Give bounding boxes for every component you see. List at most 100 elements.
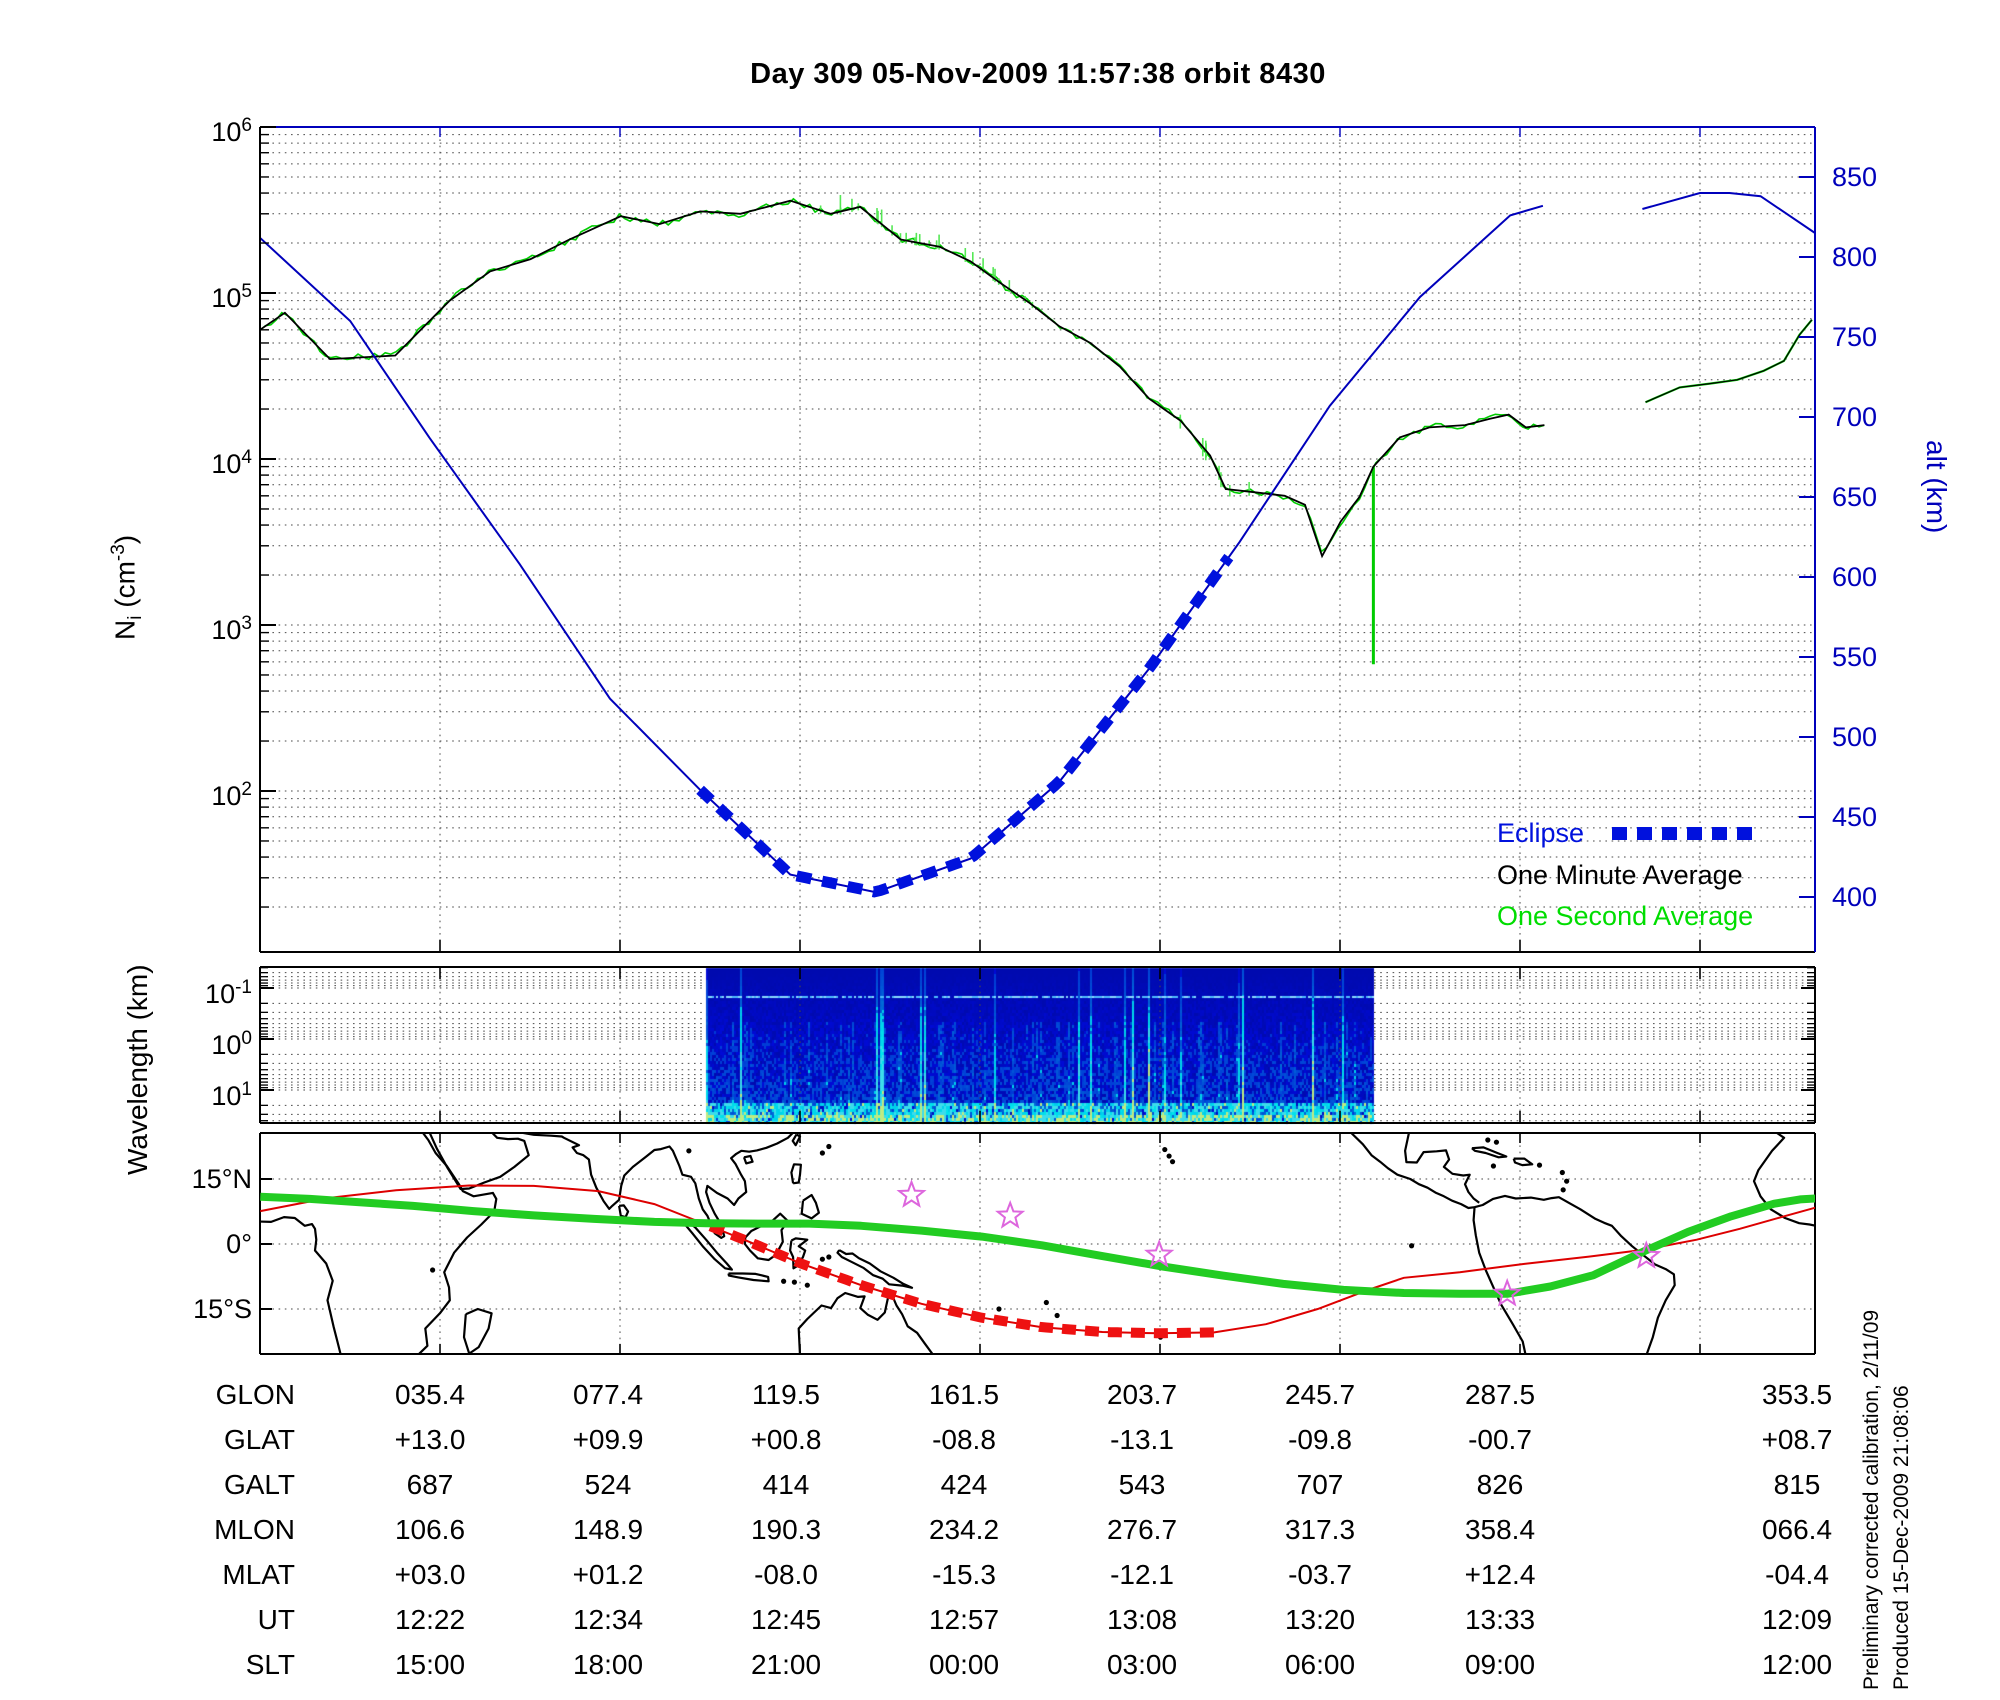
map-latitude-label: 0°	[226, 1229, 252, 1259]
panel-axes	[259, 126, 1816, 1355]
coastline	[1472, 1207, 1527, 1354]
table-cell: 066.4	[1761, 1514, 1833, 1545]
table-cell: 203.7	[1106, 1379, 1178, 1410]
table-cell: 245.7	[1284, 1379, 1356, 1410]
island-dot	[1162, 1146, 1168, 1153]
table-cell: 287.5	[1464, 1379, 1536, 1410]
table-cell: 035.4	[394, 1379, 466, 1410]
table-cell: 161.5	[928, 1379, 1000, 1410]
table-cell: 09:00	[1464, 1649, 1536, 1680]
table-cell: 543	[1118, 1469, 1166, 1500]
coastline	[520, 1133, 794, 1240]
island-dot	[1485, 1137, 1491, 1143]
coastline	[788, 1237, 809, 1270]
island-dot	[791, 1279, 797, 1285]
event-star-marker	[1631, 1240, 1662, 1269]
table-cell: 119.5	[752, 1379, 820, 1410]
legend-one-minute-label: One Minute Average	[1497, 860, 1743, 890]
eclipse-ground-track-dashed	[708, 1221, 1222, 1339]
island-dot	[1043, 1299, 1049, 1306]
table-cell: +00.8	[750, 1424, 822, 1455]
density-tick-label: 105	[211, 281, 252, 313]
coastline	[462, 1307, 493, 1354]
legend-one-second-label: One Second Average	[1497, 901, 1754, 931]
island-dot	[1166, 1153, 1172, 1159]
one-minute-average-curve	[260, 199, 1545, 559]
table-row-label-galt: GALT	[223, 1469, 295, 1500]
table-row-label-slt: SLT	[245, 1649, 295, 1680]
island-dot	[1054, 1312, 1060, 1319]
produced-note: Produced 15-Dec-2009 21:08:06	[1890, 1385, 1913, 1690]
coastline	[260, 1215, 342, 1354]
spacecraft-ground-track	[260, 1192, 1815, 1298]
altitude-tick-label: 650	[1832, 482, 1878, 512]
table-cell: +09.9	[572, 1424, 644, 1455]
table-cell: -08.8	[932, 1424, 996, 1455]
table-cell: -15.3	[932, 1559, 996, 1590]
one-second-average-next-orbit	[1645, 319, 1813, 404]
coastline	[684, 1218, 734, 1271]
table-cell: 12:00	[1761, 1649, 1833, 1680]
island-dot	[819, 1256, 825, 1262]
table-row-label-ut: UT	[257, 1604, 295, 1635]
table-cell: 353.5	[1761, 1379, 1833, 1410]
table-row-label-mlon: MLON	[214, 1514, 295, 1545]
one-second-noise-spikes	[819, 195, 1250, 497]
coastline	[1512, 1157, 1534, 1167]
island-dot	[781, 1278, 787, 1284]
altitude-tick-label: 700	[1832, 402, 1878, 432]
density-tick-label: 104	[211, 447, 252, 479]
table-cell: 106.6	[394, 1514, 466, 1545]
island-dot	[1560, 1187, 1566, 1193]
island-dot	[1536, 1162, 1543, 1168]
island-dot	[826, 1254, 832, 1260]
world-map	[260, 1133, 1815, 1354]
island-dot	[996, 1306, 1002, 1312]
table-cell: -12.1	[1110, 1559, 1174, 1590]
island-dot	[1559, 1169, 1565, 1176]
island-dot	[1564, 1178, 1570, 1184]
coastline	[428, 1133, 530, 1191]
coastline	[1350, 1133, 1676, 1354]
coastline	[727, 1272, 770, 1283]
table-cell: -13.1	[1110, 1424, 1174, 1455]
legend-eclipse-dash-sample	[1612, 827, 1762, 840]
one-minute-average-next-orbit	[1645, 319, 1813, 403]
map-latitude-label: 15°N	[191, 1164, 252, 1194]
table-row-label-glat: GLAT	[223, 1424, 295, 1455]
event-star-marker	[995, 1199, 1026, 1229]
altitude-curve-next-orbit	[1642, 192, 1815, 234]
table-cell: 276.7	[1106, 1514, 1178, 1545]
page-title: Day 309 05-Nov-2009 11:57:38 orbit 8430	[750, 58, 1326, 90]
table-cell: +03.0	[394, 1559, 466, 1590]
event-star-marker	[896, 1179, 927, 1208]
table-cell: 077.4	[572, 1379, 644, 1410]
altitude-tick-label: 400	[1832, 882, 1878, 912]
table-cell: 707	[1296, 1469, 1344, 1500]
density-tick-label: 106	[211, 115, 252, 147]
table-cell: 524	[584, 1469, 632, 1500]
table-cell: 03:00	[1106, 1649, 1178, 1680]
island-dot	[430, 1267, 436, 1273]
table-cell: 12:45	[750, 1604, 822, 1635]
altitude-tick-label: 450	[1832, 802, 1878, 832]
table-cell: -08.0	[754, 1559, 818, 1590]
island-dot	[1493, 1139, 1500, 1145]
table-cell: 12:34	[572, 1604, 644, 1635]
altitude-tick-label: 500	[1832, 722, 1878, 752]
island-dot	[819, 1150, 825, 1156]
table-cell: 148.9	[572, 1514, 644, 1545]
table-cell: 12:09	[1761, 1604, 1833, 1635]
table-cell: 414	[762, 1469, 810, 1500]
table-cell: 190.3	[750, 1514, 822, 1545]
altitude-tick-label: 550	[1832, 642, 1878, 672]
table-cell: 15:00	[394, 1649, 466, 1680]
altitude-tick-label: 850	[1832, 162, 1878, 192]
wavelength-tick-label: 10-1	[205, 977, 252, 1009]
eclipse-dashed-segment	[696, 553, 1234, 898]
coastline	[742, 1154, 754, 1165]
calibration-note: Preliminary corrected calibration, 2/11/…	[1860, 1309, 1883, 1690]
island-dot	[826, 1143, 832, 1150]
